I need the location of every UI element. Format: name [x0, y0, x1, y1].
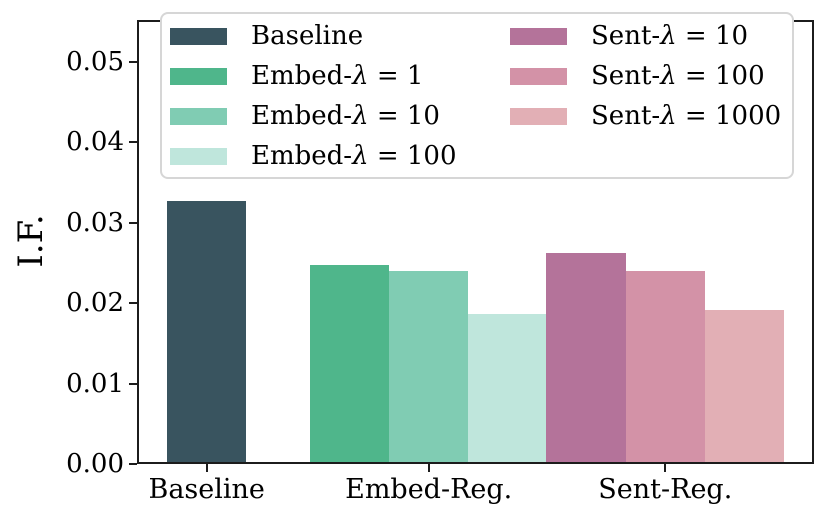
legend-item: Sent-λ = 100: [510, 56, 781, 96]
legend-label: Sent-λ = 10: [591, 21, 749, 51]
x-tick: [664, 464, 667, 472]
y-tick-label: 0.02: [66, 288, 124, 319]
legend-swatch-icon: [170, 67, 227, 85]
legend-swatch-icon: [510, 27, 567, 45]
x-tick-label: Sent-Reg.: [598, 474, 733, 505]
legend-label: Baseline: [251, 21, 364, 51]
legend-item: Embed-λ = 1: [170, 56, 457, 96]
y-tick-label: 0.04: [66, 127, 124, 158]
legend-swatch-icon: [170, 147, 227, 165]
legend-label: Sent-λ = 1000: [591, 101, 782, 131]
legend-item: Embed-λ = 10: [170, 96, 457, 136]
y-tick: [129, 463, 137, 465]
legend-column-right: Sent-λ = 10 Sent-λ = 100 Sent-λ = 1000: [510, 16, 781, 136]
legend: Baseline Embed-λ = 1 Embed-λ = 10 Embed-λ =…: [160, 12, 794, 179]
bar-sent-100: [625, 271, 705, 464]
legend-label: Embed-λ = 1: [251, 61, 424, 91]
x-tick-label: Embed-Reg.: [345, 474, 513, 505]
bar-embed-100: [468, 313, 548, 464]
legend-label: Embed-λ = 10: [251, 101, 440, 131]
legend-swatch-icon: [510, 107, 567, 125]
legend-item: Sent-λ = 1000: [510, 96, 781, 136]
y-tick-label: 0.01: [66, 368, 124, 399]
legend-swatch-icon: [170, 107, 227, 125]
bar-sent-10: [546, 253, 626, 464]
legend-item: Baseline: [170, 16, 457, 56]
y-tick-label: 0.00: [66, 449, 124, 479]
legend-swatch-icon: [170, 27, 227, 45]
legend-item: Sent-λ = 10: [510, 16, 781, 56]
bar-embed-1: [309, 265, 390, 464]
x-tick: [427, 464, 430, 472]
plot-area: [137, 20, 814, 464]
bar-embed-10: [389, 271, 469, 464]
y-tick: [129, 141, 137, 144]
legend-column-left: Baseline Embed-λ = 1 Embed-λ = 10 Embed-λ =…: [170, 16, 457, 176]
y-tick-label: 0.05: [66, 46, 124, 77]
y-tick: [129, 382, 137, 385]
legend-item: Embed-λ = 100: [170, 136, 457, 176]
x-tick-label: Baseline: [148, 474, 265, 505]
y-tick: [129, 221, 137, 224]
x-tick: [205, 464, 208, 472]
bar-sent-1000: [704, 310, 785, 464]
y-tick-label: 0.03: [66, 207, 124, 238]
legend-swatch-icon: [510, 67, 567, 85]
bar-baseline: [167, 201, 247, 464]
y-tick: [129, 60, 137, 63]
y-tick: [129, 302, 137, 305]
legend-label: Embed-λ = 100: [251, 141, 457, 171]
legend-label: Sent-λ = 100: [591, 61, 765, 91]
